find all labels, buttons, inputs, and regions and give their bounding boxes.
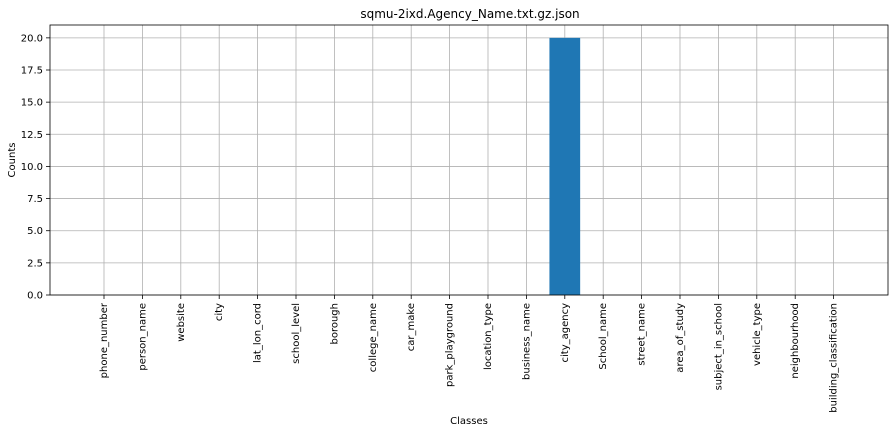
x-tick-label: business_name (521, 303, 532, 380)
y-axis-label: Counts (7, 143, 18, 178)
x-tick-label: city_agency (560, 303, 571, 363)
bars (549, 37, 581, 295)
y-tick-label: 10.0 (21, 162, 43, 173)
grid (50, 25, 888, 296)
x-tick-label: neighbourhood (790, 303, 801, 379)
y-tick-label: 2.5 (27, 258, 43, 269)
y-tick-label: 12.5 (21, 130, 43, 141)
x-tick-label: location_type (483, 303, 494, 370)
x-tick-label: lat_lon_cord (253, 303, 264, 363)
x-tick-label: School_name (598, 303, 609, 370)
x-tick-label: area_of_study (675, 303, 686, 373)
y-tick-label: 15.0 (21, 98, 43, 109)
x-tick-label: vehicle_type (752, 303, 763, 366)
x-tick-label: college_name (368, 303, 379, 372)
x-axis-label: Classes (450, 416, 488, 427)
x-tick-label: borough (329, 303, 340, 345)
axes: phone_number person_name website city lat_lo… (21, 24, 889, 413)
x-tick-label: school_level (291, 303, 302, 364)
y-tick-label: 20.0 (21, 33, 43, 44)
chart-title: sqmu-2ixd.Agency_Name.txt.gz.json (360, 7, 579, 21)
x-tick-label: park_playground (445, 303, 456, 387)
x-tick-label: subject_in_school (713, 303, 724, 390)
x-tick-label: phone_number (99, 302, 110, 378)
x-tick-label: person_name (137, 303, 148, 371)
x-tick-label: street_name (637, 303, 648, 366)
y-tick-label: 7.5 (27, 194, 43, 205)
bar-city_agency (549, 37, 581, 295)
x-tick-label: city (214, 303, 225, 321)
y-tick-label: 5.0 (27, 226, 43, 237)
x-tick-label: car_make (406, 303, 417, 351)
y-tick-label: 17.5 (21, 66, 43, 77)
x-tick-label: website (176, 303, 187, 342)
x-tick-label: building_classification (829, 303, 840, 413)
plot-frame (49, 24, 889, 296)
y-tick-label: 0.0 (27, 291, 43, 302)
